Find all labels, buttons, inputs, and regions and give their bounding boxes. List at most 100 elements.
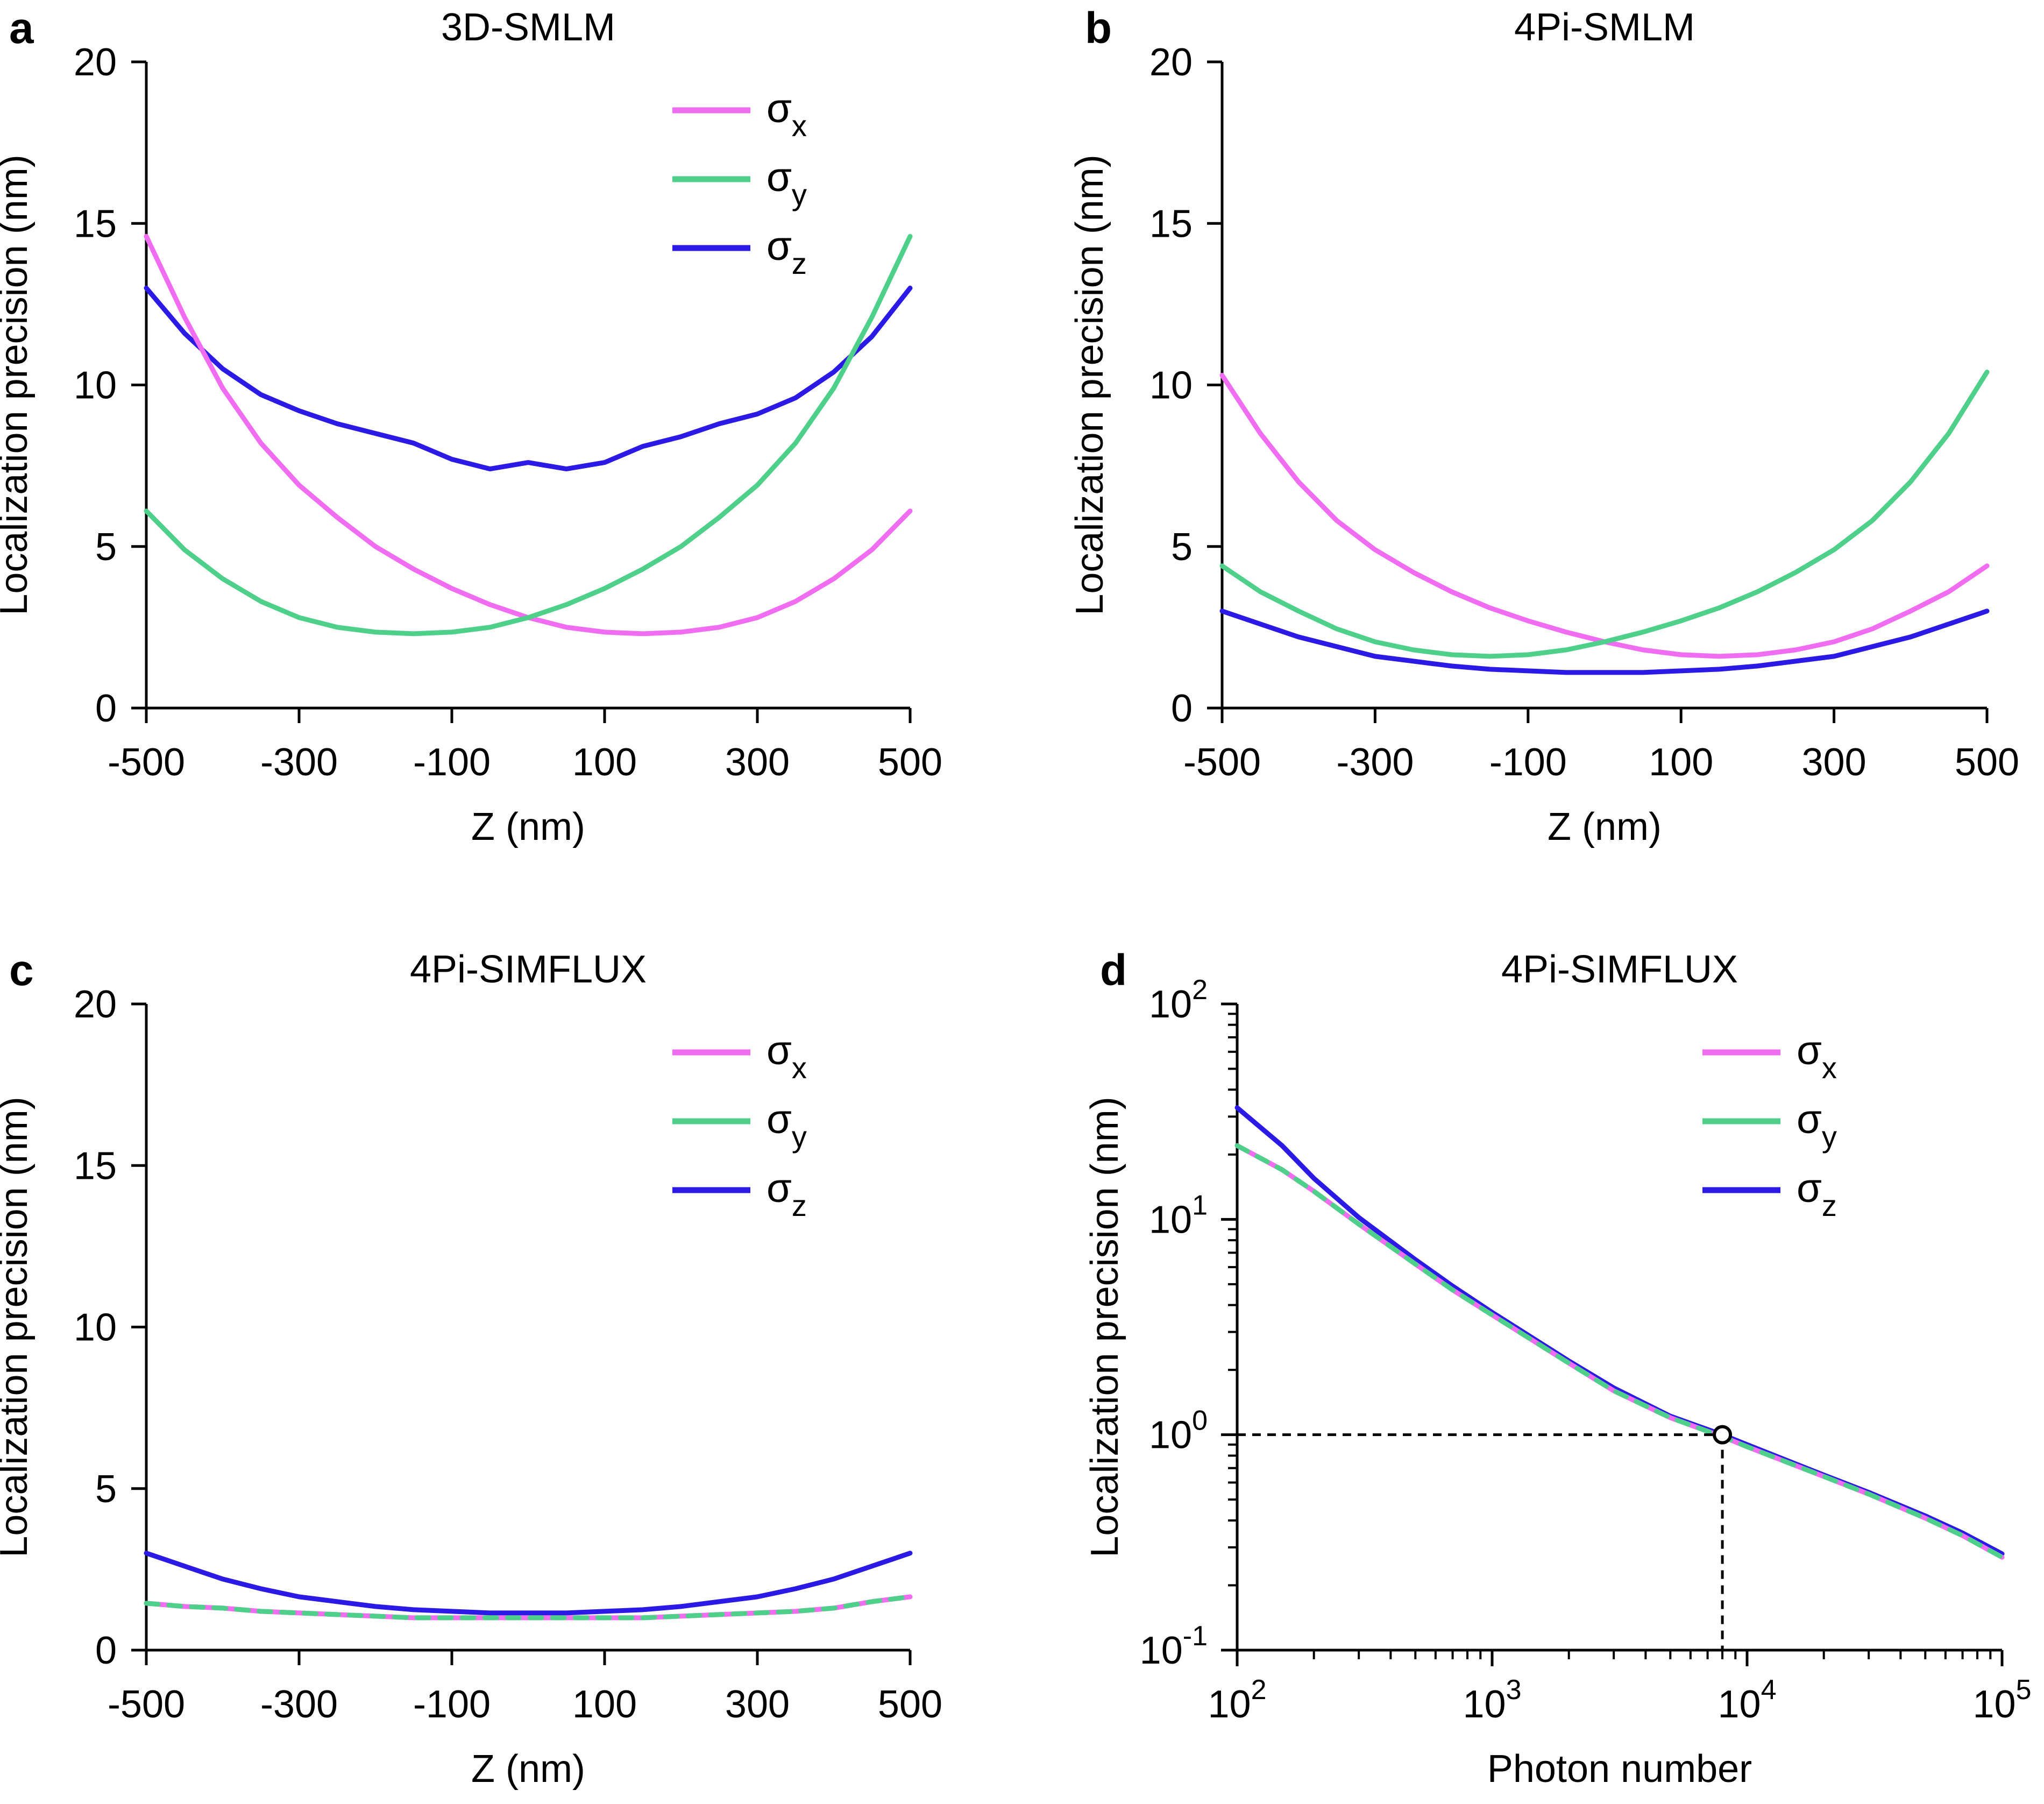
- x-axis-label: Z (nm): [1548, 805, 1662, 848]
- legend-label-sigma_y: σy: [767, 1096, 807, 1154]
- y-tick-label: 0: [1171, 687, 1193, 730]
- series-line-sigma_x: [1234, 1143, 2005, 1560]
- data-layer: [144, 107, 2005, 1650]
- x-tick-label: -500: [108, 1683, 185, 1726]
- legend-symbol: σ: [1797, 1028, 1822, 1073]
- tick-base: 10: [1972, 1683, 2015, 1726]
- series-line-sigma_z: [1219, 609, 1990, 675]
- tick-exponent: 5: [2016, 1674, 2032, 1706]
- panel-title: 3D-SMLM: [441, 6, 615, 49]
- series-line-sigma_x: [1219, 373, 1990, 659]
- tick-base: 10: [1149, 1414, 1192, 1457]
- legend-label-sigma_x: σx: [767, 86, 807, 143]
- panel-title: 4Pi-SIMFLUX: [410, 948, 647, 991]
- x-tick-label: 104: [1717, 1674, 1776, 1726]
- panel-letter: a: [9, 4, 34, 53]
- legend-label-sigma_y: σy: [1797, 1096, 1837, 1154]
- y-tick-label: 5: [1171, 526, 1193, 569]
- legend-label-sigma_x: σx: [1797, 1028, 1837, 1085]
- tick-base: 10: [1149, 1198, 1192, 1241]
- tick-exponent: 0: [1192, 1405, 1208, 1437]
- reference-point-marker: [1713, 1425, 1733, 1445]
- x-tick-label: 100: [572, 1683, 637, 1726]
- legend-subscript: y: [792, 1120, 807, 1154]
- legend-symbol: σ: [767, 86, 792, 131]
- tick-base: 10: [1463, 1683, 1506, 1726]
- legend-symbol: σ: [767, 154, 792, 200]
- legend-symbol: σ: [767, 223, 792, 269]
- tick-base: 10: [1208, 1683, 1251, 1726]
- y-tick-label: 0: [95, 687, 117, 730]
- series-line-sigma_z: [144, 285, 913, 472]
- series-line-sigma_y: [1219, 370, 1990, 659]
- x-tick-label: 100: [572, 741, 637, 784]
- y-tick-label: 101: [1149, 1190, 1208, 1241]
- legend-subscript: x: [792, 109, 807, 143]
- panel-letter: b: [1085, 4, 1112, 53]
- series-line-sigma_y: [144, 1594, 913, 1621]
- x-tick-label: 102: [1208, 1674, 1266, 1726]
- legend-label-sigma_x: σx: [767, 86, 807, 143]
- legend-label-sigma_y: σy: [767, 154, 807, 211]
- y-axis-label: Localization precision (nm): [0, 154, 36, 615]
- series-line-sigma_z: [144, 1551, 913, 1616]
- y-tick-label: 15: [74, 1144, 117, 1187]
- x-tick-label: 500: [878, 1683, 942, 1726]
- legend-subscript: z: [792, 1188, 807, 1222]
- legend-label-sigma_y: σy: [767, 154, 807, 211]
- y-tick-label: 20: [74, 983, 117, 1026]
- text-layer: a 3D-SMLM Z (nm) Localization precision (nm…: [0, 4, 2032, 1791]
- legend-label-sigma_z: σz: [1797, 1165, 1837, 1222]
- x-tick-label: -500: [1183, 741, 1261, 784]
- y-tick-label: 20: [1149, 41, 1193, 84]
- series-line-sigma_y: [144, 234, 913, 636]
- legend-subscript: y: [792, 178, 807, 211]
- y-axis-label: Localization precision (nm): [1068, 154, 1111, 615]
- x-tick-label: -300: [1336, 741, 1414, 784]
- legend-symbol: σ: [767, 1096, 792, 1142]
- tick-exponent: 1: [1192, 1190, 1208, 1221]
- y-tick-label: 20: [74, 41, 117, 84]
- x-tick-label: -100: [1489, 741, 1567, 784]
- legend-subscript: z: [792, 246, 807, 280]
- legend-subscript: y: [1822, 1120, 1837, 1154]
- legend-symbol: σ: [767, 1165, 792, 1211]
- y-axis-label: Localization precision (nm): [1083, 1096, 1126, 1557]
- y-tick-label: 10: [74, 1306, 117, 1349]
- y-tick-label: 102: [1149, 974, 1208, 1026]
- legend-symbol: σ: [767, 154, 792, 200]
- y-tick-label: 15: [74, 202, 117, 245]
- legend-symbol: σ: [767, 223, 792, 269]
- panel-letter: d: [1100, 946, 1127, 995]
- x-tick-label: -300: [260, 741, 338, 784]
- x-axis-label: Z (nm): [471, 1748, 585, 1791]
- y-tick-label: 10: [74, 364, 117, 407]
- x-tick-label: 500: [878, 741, 942, 784]
- x-tick-label: 500: [1955, 741, 2019, 784]
- y-tick-label: 0: [95, 1629, 117, 1672]
- legend-label-sigma_z: σz: [767, 1165, 807, 1222]
- x-tick-label: 105: [1972, 1674, 2031, 1726]
- legend-subscript: z: [792, 246, 807, 280]
- tick-exponent: 3: [1506, 1674, 1522, 1706]
- tick-exponent: 2: [1251, 1674, 1267, 1706]
- tick-exponent: 4: [1761, 1674, 1777, 1706]
- y-tick-label: 5: [95, 526, 117, 569]
- legend-symbol: σ: [1797, 1096, 1822, 1142]
- series-line-sigma_z: [1234, 1105, 2005, 1557]
- legend-subscript: x: [1822, 1051, 1837, 1085]
- x-tick-label: -100: [413, 741, 491, 784]
- panel-title: 4Pi-SIMFLUX: [1501, 948, 1738, 991]
- x-tick-label: 300: [725, 1683, 790, 1726]
- x-tick-label: 103: [1463, 1674, 1521, 1726]
- series-line-sigma_y: [1234, 1143, 2005, 1560]
- axes-layer: [131, 60, 2004, 1666]
- legend-symbol: σ: [1797, 1165, 1822, 1211]
- tick-base: 10: [1149, 983, 1192, 1026]
- tick-base: 10: [1717, 1683, 1761, 1726]
- legend-subscript: y: [792, 178, 807, 211]
- tick-exponent: -1: [1183, 1621, 1208, 1652]
- x-tick-label: 300: [1802, 741, 1866, 784]
- y-tick-label: 100: [1149, 1405, 1208, 1457]
